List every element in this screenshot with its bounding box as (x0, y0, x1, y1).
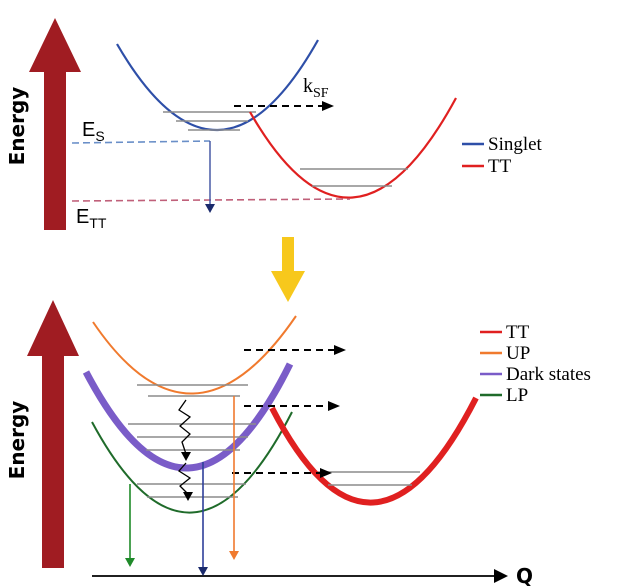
legend-label: LP (506, 385, 528, 406)
bottom-transfer-arrows (232, 345, 346, 478)
yellow-down-arrow (271, 237, 305, 302)
up-curve (92, 315, 297, 395)
bottom-energy-arrow (27, 300, 79, 568)
legend-label: UP (506, 343, 530, 364)
up-vibrational-levels (137, 384, 248, 397)
bottom-energy-axis-label: Energy (5, 401, 29, 480)
legend-label: Dark states (506, 364, 591, 385)
top-panel: Energy kSF ES ETT (5, 18, 543, 231)
ksf-label: kSF (303, 75, 329, 101)
singlet-curve (116, 39, 319, 131)
ksf-arrowhead (322, 101, 334, 111)
es-label: ES (82, 119, 105, 144)
top-energy-axis-label: Energy (5, 87, 29, 166)
emission-arrows (125, 396, 239, 576)
lp-curve (91, 411, 293, 514)
relaxation-wavy-arrows (178, 399, 193, 501)
bottom-tt-vibrational-levels (318, 471, 420, 486)
tt-curve (249, 97, 457, 199)
singlet-decay-arrowhead (205, 204, 215, 213)
legend-label: TT (506, 322, 530, 343)
es-dashed-line (71, 140, 211, 144)
legend-label: Singlet (488, 134, 543, 155)
dark-states-curve (82, 362, 294, 472)
bottom-panel: Energy Q (5, 300, 591, 587)
top-energy-arrow (29, 18, 81, 230)
q-axis-label: Q (516, 564, 533, 587)
bottom-tt-curve (269, 396, 479, 506)
legend-label: TT (488, 156, 512, 177)
ett-label: ETT (76, 206, 107, 231)
lp-vibrational-levels (137, 483, 246, 498)
singlet-vibrational-levels (163, 111, 256, 131)
q-axis-arrowhead (494, 569, 508, 583)
tt-vibrational-levels (300, 168, 408, 187)
ett-dashed-line (71, 198, 351, 202)
